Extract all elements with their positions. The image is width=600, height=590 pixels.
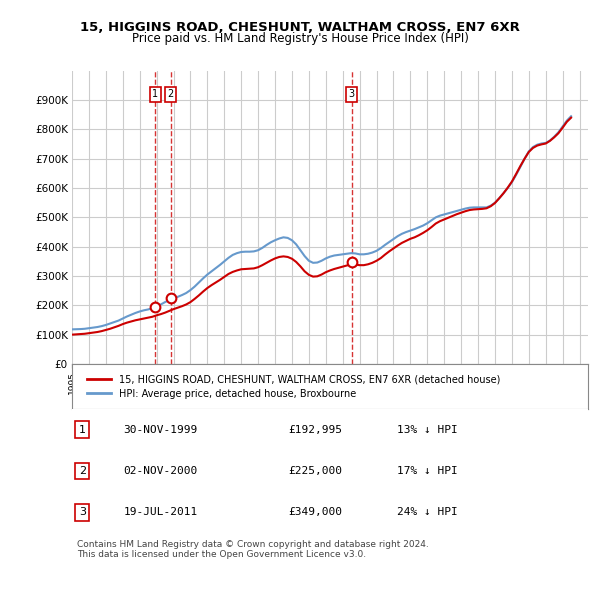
Text: 2: 2: [79, 466, 86, 476]
Text: 3: 3: [79, 507, 86, 517]
Text: 02-NOV-2000: 02-NOV-2000: [124, 466, 198, 476]
Text: 3: 3: [349, 89, 355, 99]
Text: 17% ↓ HPI: 17% ↓ HPI: [397, 466, 458, 476]
Text: 2: 2: [167, 89, 174, 99]
Text: Price paid vs. HM Land Registry's House Price Index (HPI): Price paid vs. HM Land Registry's House …: [131, 32, 469, 45]
Text: £349,000: £349,000: [289, 507, 343, 517]
Text: 30-NOV-1999: 30-NOV-1999: [124, 425, 198, 435]
Text: 13% ↓ HPI: 13% ↓ HPI: [397, 425, 458, 435]
Text: Contains HM Land Registry data © Crown copyright and database right 2024.
This d: Contains HM Land Registry data © Crown c…: [77, 540, 429, 559]
Text: 1: 1: [152, 89, 158, 99]
Text: £225,000: £225,000: [289, 466, 343, 476]
Text: 24% ↓ HPI: 24% ↓ HPI: [397, 507, 458, 517]
Text: 19-JUL-2011: 19-JUL-2011: [124, 507, 198, 517]
Text: £192,995: £192,995: [289, 425, 343, 435]
Text: 1: 1: [79, 425, 86, 435]
Text: 15, HIGGINS ROAD, CHESHUNT, WALTHAM CROSS, EN7 6XR: 15, HIGGINS ROAD, CHESHUNT, WALTHAM CROS…: [80, 21, 520, 34]
Legend: 15, HIGGINS ROAD, CHESHUNT, WALTHAM CROSS, EN7 6XR (detached house), HPI: Averag: 15, HIGGINS ROAD, CHESHUNT, WALTHAM CROS…: [82, 369, 505, 404]
